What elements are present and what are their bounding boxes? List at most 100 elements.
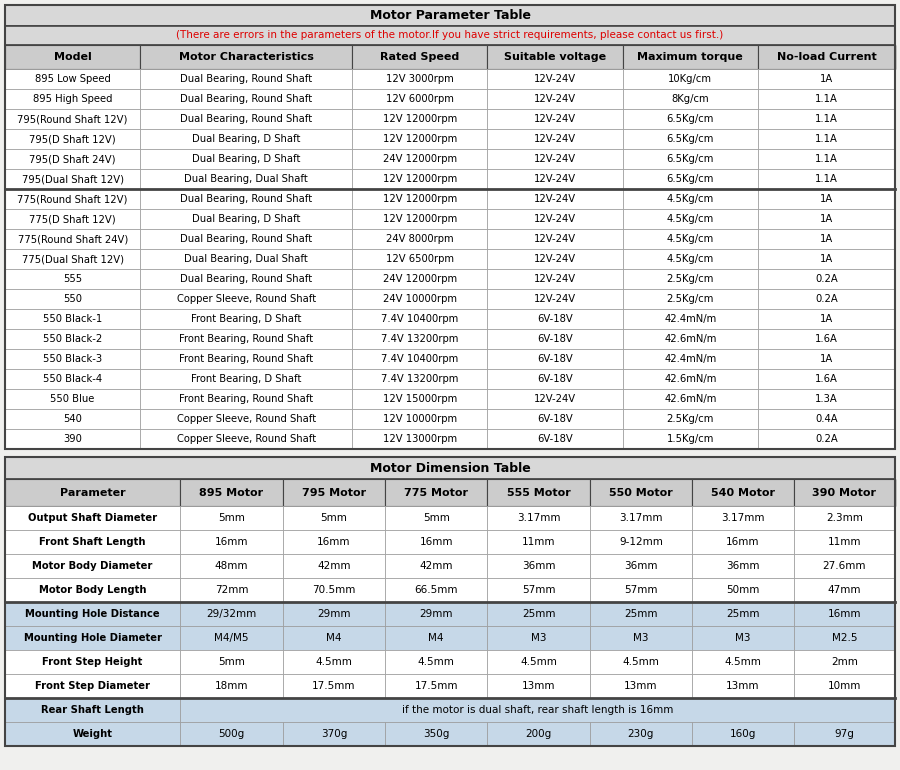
Text: 12V 12000rpm: 12V 12000rpm [382, 174, 457, 184]
Text: 8Kg/cm: 8Kg/cm [671, 94, 709, 104]
Text: 795(D Shaft 12V): 795(D Shaft 12V) [30, 134, 116, 144]
Bar [5, 409, 140, 429]
Bar [488, 249, 623, 269]
Bar [794, 602, 895, 626]
Bar [385, 722, 488, 746]
Bar [352, 209, 488, 229]
Bar [488, 578, 590, 602]
Text: 795(Round Shaft 12V): 795(Round Shaft 12V) [17, 114, 128, 124]
Bar [5, 209, 140, 229]
Bar [758, 369, 895, 389]
Text: 6.5Kg/cm: 6.5Kg/cm [667, 174, 714, 184]
Bar [758, 169, 895, 189]
Bar [488, 109, 623, 129]
Bar [140, 69, 352, 89]
Text: 66.5mm: 66.5mm [415, 585, 458, 595]
Text: 6.5Kg/cm: 6.5Kg/cm [667, 114, 714, 124]
Bar [283, 602, 385, 626]
Text: 57mm: 57mm [522, 585, 555, 595]
Bar [5, 5, 895, 449]
Text: 6V-18V: 6V-18V [537, 434, 573, 444]
Bar [623, 389, 758, 409]
Bar [758, 189, 895, 209]
Bar [5, 269, 140, 289]
Bar [488, 409, 623, 429]
Text: 1.6A: 1.6A [815, 374, 838, 384]
Bar [758, 209, 895, 229]
Text: 6V-18V: 6V-18V [537, 374, 573, 384]
Text: 36mm: 36mm [625, 561, 658, 571]
Bar [352, 189, 488, 209]
Text: 4.5mm: 4.5mm [623, 657, 660, 667]
Text: 6V-18V: 6V-18V [537, 354, 573, 364]
Bar [488, 530, 590, 554]
Bar [488, 229, 623, 249]
Text: 25mm: 25mm [522, 609, 555, 619]
Bar [488, 289, 623, 309]
Text: 48mm: 48mm [215, 561, 248, 571]
Text: 0.2A: 0.2A [815, 294, 838, 304]
Bar [5, 89, 140, 109]
Bar [352, 169, 488, 189]
Text: 540 Motor: 540 Motor [711, 487, 775, 497]
Text: 350g: 350g [423, 729, 449, 739]
Text: 7.4V 13200rpm: 7.4V 13200rpm [381, 334, 458, 344]
Bar [488, 506, 590, 530]
Bar [590, 722, 692, 746]
Bar [758, 289, 895, 309]
Bar [692, 722, 794, 746]
Bar [180, 602, 283, 626]
Bar [623, 329, 758, 349]
Text: 24V 12000rpm: 24V 12000rpm [382, 154, 457, 164]
Text: 12V 13000rpm: 12V 13000rpm [382, 434, 457, 444]
Text: 4.5mm: 4.5mm [520, 657, 557, 667]
Text: 6.5Kg/cm: 6.5Kg/cm [667, 134, 714, 144]
Text: 42mm: 42mm [419, 561, 453, 571]
Bar [283, 626, 385, 650]
Text: Motor Characteristics: Motor Characteristics [179, 52, 313, 62]
Text: 12V-24V: 12V-24V [534, 114, 576, 124]
Text: Front Bearing, D Shaft: Front Bearing, D Shaft [191, 314, 302, 324]
Bar [488, 89, 623, 109]
Text: 775(D Shaft 12V): 775(D Shaft 12V) [30, 214, 116, 224]
Text: 12V 15000rpm: 12V 15000rpm [382, 394, 457, 404]
Bar [623, 309, 758, 329]
Text: 1.3A: 1.3A [815, 394, 838, 404]
Bar [590, 530, 692, 554]
Text: 4.5Kg/cm: 4.5Kg/cm [667, 194, 714, 204]
Bar [5, 429, 140, 449]
Bar [488, 149, 623, 169]
Text: 12V-24V: 12V-24V [534, 254, 576, 264]
Bar [140, 269, 352, 289]
Bar [140, 309, 352, 329]
Text: 550 Motor: 550 Motor [609, 487, 673, 497]
Text: 47mm: 47mm [827, 585, 861, 595]
Bar [180, 650, 283, 674]
Text: 24V 12000rpm: 24V 12000rpm [382, 274, 457, 284]
Text: 9-12mm: 9-12mm [619, 537, 662, 547]
Text: 0.4A: 0.4A [815, 414, 838, 424]
Text: 17.5mm: 17.5mm [312, 681, 356, 691]
Bar [692, 530, 794, 554]
Bar [352, 309, 488, 329]
Text: 775(Round Shaft 24V): 775(Round Shaft 24V) [17, 234, 128, 244]
Text: 230g: 230g [627, 729, 654, 739]
Bar [5, 578, 180, 602]
Bar [488, 602, 590, 626]
Bar [5, 626, 180, 650]
Bar [623, 269, 758, 289]
Text: 895 Low Speed: 895 Low Speed [35, 74, 111, 84]
Text: 370g: 370g [320, 729, 347, 739]
Bar [180, 626, 283, 650]
Text: 1.5Kg/cm: 1.5Kg/cm [667, 434, 714, 444]
Bar [5, 722, 180, 746]
Bar [488, 626, 590, 650]
Bar [5, 554, 180, 578]
Text: 16mm: 16mm [726, 537, 760, 547]
Text: 2.5Kg/cm: 2.5Kg/cm [667, 414, 714, 424]
Bar [623, 69, 758, 89]
Bar [758, 409, 895, 429]
Bar [794, 530, 895, 554]
Bar [5, 129, 140, 149]
Bar [623, 169, 758, 189]
